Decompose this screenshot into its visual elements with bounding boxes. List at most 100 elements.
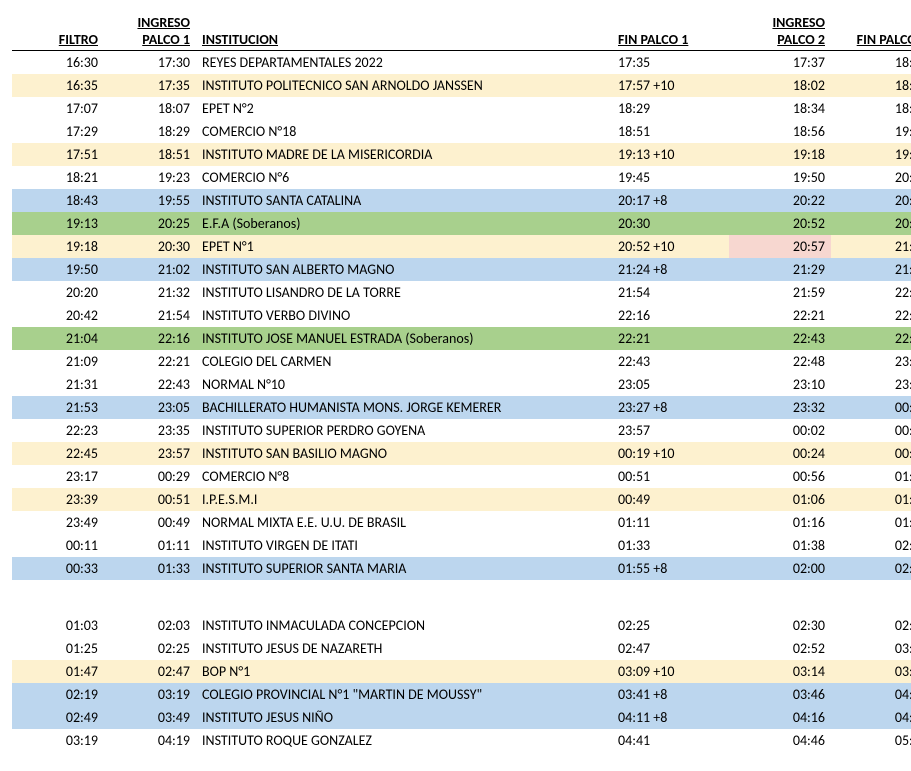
cell-institucion: INSTITUTO VIRGEN DE ITATI bbox=[196, 534, 598, 557]
cell-ingreso2: 17:37 bbox=[729, 51, 831, 75]
cell-institucion: INSTITUTO POLITECNICO SAN ARNOLDO JANSSE… bbox=[196, 74, 598, 97]
cell-fin2: 22:43 bbox=[831, 304, 911, 327]
cell-institucion: INSTITUTO JOSE MANUEL ESTRADA (Soberanos… bbox=[196, 327, 598, 350]
cell-ingreso1: 00:49 bbox=[104, 511, 196, 534]
cell-filtro: 19:18 bbox=[12, 235, 104, 258]
cell-fin1: 01:55 +8 bbox=[598, 557, 729, 580]
cell-fin1: 17:35 bbox=[598, 51, 729, 75]
cell-ingreso1: 23:05 bbox=[104, 396, 196, 419]
table-row: 01:2502:25INSTITUTO JESUS DE NAZARETH02:… bbox=[12, 637, 911, 660]
cell-fin2: 20:57 bbox=[831, 212, 911, 235]
cell-fin1: 21:24 +8 bbox=[598, 258, 729, 281]
cell-fin1: 03:41 +8 bbox=[598, 683, 729, 706]
table-row: 22:2323:35INSTITUTO SUPERIOR PERDRO GOYE… bbox=[12, 419, 911, 442]
cell-filtro: 16:30 bbox=[12, 51, 104, 75]
cell-ingreso1: 02:25 bbox=[104, 637, 196, 660]
cell-ingreso1: 19:23 bbox=[104, 166, 196, 189]
cell-fin1: 20:52 +10 bbox=[598, 235, 729, 258]
table-row: 18:4319:55INSTITUTO SANTA CATALINA20:17 … bbox=[12, 189, 911, 212]
header-row: FILTRO INGRESO PALCO 1 INSTITUCION FIN P… bbox=[12, 12, 911, 51]
cell-fin1: 22:21 bbox=[598, 327, 729, 350]
cell-filtro: 17:29 bbox=[12, 120, 104, 143]
cell-fin1: 20:17 +8 bbox=[598, 189, 729, 212]
cell-institucion: INSTITUTO SUPERIOR PERDRO GOYENA bbox=[196, 419, 598, 442]
cell-ingreso1: 03:49 bbox=[104, 706, 196, 729]
table-row: 23:4900:49NORMAL MIXTA E.E. U.U. DE BRAS… bbox=[12, 511, 911, 534]
cell-fin1: 04:41 bbox=[598, 729, 729, 752]
table-row: 19:1320:25E.F.A (Soberanos)20:3020:5220:… bbox=[12, 212, 911, 235]
table-row: 20:2021:32INSTITUTO LISANDRO DE LA TORRE… bbox=[12, 281, 911, 304]
table-row: 00:1101:11INSTITUTO VIRGEN DE ITATI01:33… bbox=[12, 534, 911, 557]
cell-filtro: 01:47 bbox=[12, 660, 104, 683]
cell-filtro: 22:23 bbox=[12, 419, 104, 442]
cell-filtro: 16:35 bbox=[12, 74, 104, 97]
cell-filtro: 20:42 bbox=[12, 304, 104, 327]
cell-ingreso1: 01:33 bbox=[104, 557, 196, 580]
table-row: 02:4903:49INSTITUTO JESUS NIÑO04:11 +804… bbox=[12, 706, 911, 729]
cell-fin1: 20:30 bbox=[598, 212, 729, 235]
cell-filtro: 00:11 bbox=[12, 534, 104, 557]
cell-ingreso1: 20:30 bbox=[104, 235, 196, 258]
cell-fin2: 04:46 bbox=[831, 706, 911, 729]
cell-filtro: 02:49 bbox=[12, 706, 104, 729]
header-ingreso1: INGRESO PALCO 1 bbox=[104, 12, 196, 51]
table-row: 01:0302:03INSTITUTO INMACULADA CONCEPCIO… bbox=[12, 614, 911, 637]
cell-fin2: 03:14 bbox=[831, 637, 911, 660]
cell-ingreso1: 03:19 bbox=[104, 683, 196, 706]
cell-ingreso2: 18:02 bbox=[729, 74, 831, 97]
cell-institucion: INSTITUTO JESUS DE NAZARETH bbox=[196, 637, 598, 660]
table-row: 21:0422:16INSTITUTO JOSE MANUEL ESTRADA … bbox=[12, 327, 911, 350]
cell-ingreso2: 20:57 bbox=[729, 235, 831, 258]
cell-institucion: EPET N°2 bbox=[196, 97, 598, 120]
cell-ingreso2: 02:00 bbox=[729, 557, 831, 580]
cell-fin2: 20:52 bbox=[831, 189, 911, 212]
table-row: 23:1700:29COMERCIO N°800:5100:5601:06 bbox=[12, 465, 911, 488]
cell-ingreso2: 02:30 bbox=[729, 614, 831, 637]
cell-fin2: 19:18 bbox=[831, 120, 911, 143]
cell-ingreso2: 20:52 bbox=[729, 212, 831, 235]
cell-ingreso2: 00:24 bbox=[729, 442, 831, 465]
cell-institucion: NORMAL MIXTA E.E. U.U. DE BRASIL bbox=[196, 511, 598, 534]
cell-ingreso1: 02:03 bbox=[104, 614, 196, 637]
cell-fin2: 18:34 bbox=[831, 74, 911, 97]
cell-fin1: 01:11 bbox=[598, 511, 729, 534]
cell-fin1: 17:57 +10 bbox=[598, 74, 729, 97]
cell-institucion: INSTITUTO SUPERIOR SANTA MARIA bbox=[196, 557, 598, 580]
table-row: 16:3017:30REYES DEPARTAMENTALES 202217:3… bbox=[12, 51, 911, 75]
cell-institucion: INSTITUTO INMACULADA CONCEPCION bbox=[196, 614, 598, 637]
cell-fin2: 18:56 bbox=[831, 97, 911, 120]
table-row: 21:3122:43NORMAL N°1023:0523:1023:32 bbox=[12, 373, 911, 396]
table-row: 22:4523:57INSTITUTO SAN BASILIO MAGNO00:… bbox=[12, 442, 911, 465]
cell-filtro: 20:20 bbox=[12, 281, 104, 304]
cell-institucion: NORMAL N°10 bbox=[196, 373, 598, 396]
cell-ingreso2: 04:16 bbox=[729, 706, 831, 729]
cell-institucion: BACHILLERATO HUMANISTA MONS. JORGE KEMER… bbox=[196, 396, 598, 419]
cell-ingreso2: 00:56 bbox=[729, 465, 831, 488]
cell-fin1: 03:09 +10 bbox=[598, 660, 729, 683]
cell-fin1: 21:54 bbox=[598, 281, 729, 304]
table-row: 00:3301:33INSTITUTO SUPERIOR SANTA MARIA… bbox=[12, 557, 911, 580]
cell-filtro: 01:03 bbox=[12, 614, 104, 637]
cell-institucion: COLEGIO PROVINCIAL N°1 "MARTIN DE MOUSSY… bbox=[196, 683, 598, 706]
cell-institucion: EPET N°1 bbox=[196, 235, 598, 258]
cell-fin1: 02:25 bbox=[598, 614, 729, 637]
cell-filtro: 01:25 bbox=[12, 637, 104, 660]
cell-ingreso1: 20:25 bbox=[104, 212, 196, 235]
cell-ingreso1: 22:16 bbox=[104, 327, 196, 350]
cell-ingreso1: 01:11 bbox=[104, 534, 196, 557]
cell-institucion: INSTITUTO SAN ALBERTO MAGNO bbox=[196, 258, 598, 281]
table-row: 17:0718:07EPET N°218:2918:3418:56 bbox=[12, 97, 911, 120]
cell-ingreso1: 21:54 bbox=[104, 304, 196, 327]
header-fin2: FIN PALCO 2 bbox=[831, 12, 911, 51]
table-row: 21:5323:05BACHILLERATO HUMANISTA MONS. J… bbox=[12, 396, 911, 419]
cell-institucion: COLEGIO DEL CARMEN bbox=[196, 350, 598, 373]
cell-fin1: 00:19 +10 bbox=[598, 442, 729, 465]
cell-fin1: 04:11 +8 bbox=[598, 706, 729, 729]
cell-institucion: INSTITUTO VERBO DIVINO bbox=[196, 304, 598, 327]
cell-fin2: 20:12 bbox=[831, 166, 911, 189]
cell-fin1: 02:47 bbox=[598, 637, 729, 660]
table-row: 17:2918:29COMERCIO N°1818:5118:5619:18 bbox=[12, 120, 911, 143]
cell-institucion: E.F.A (Soberanos) bbox=[196, 212, 598, 235]
cell-fin1: 23:57 bbox=[598, 419, 729, 442]
cell-institucion: INSTITUTO LISANDRO DE LA TORRE bbox=[196, 281, 598, 304]
